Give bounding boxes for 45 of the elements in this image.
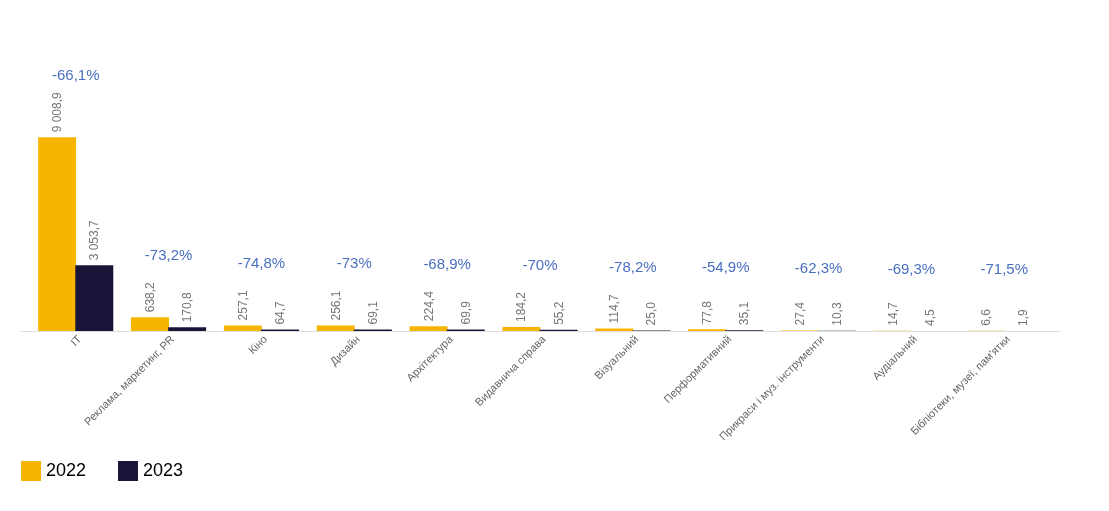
data-label: 3 053,7 (87, 219, 102, 261)
data-label: 184,2 (514, 291, 529, 323)
data-label: 256,1 (328, 290, 343, 321)
data-label: 638,2 (143, 281, 157, 313)
annotation: -62,3% (794, 259, 843, 277)
data-label: 9 008,9 (50, 91, 65, 133)
data-label: 69,9 (458, 300, 473, 325)
x-tick-label: Кіно (245, 332, 270, 357)
data-label: 27,4 (793, 301, 807, 326)
data-label: 77,8 (700, 300, 715, 325)
legend-label: 2023 (143, 460, 184, 480)
data-label: 1,9 (1015, 308, 1030, 326)
bar (131, 317, 169, 331)
annotation: -69,3% (887, 259, 936, 277)
data-label: 224,4 (421, 290, 436, 322)
data-label: 14,7 (885, 302, 900, 326)
data-label: 257,1 (235, 290, 250, 321)
data-label: 6,6 (978, 308, 993, 326)
data-label: 55,2 (551, 301, 566, 325)
data-label: 35,1 (737, 301, 752, 326)
data-label: 64,7 (273, 300, 287, 325)
data-label: 25,0 (644, 301, 659, 326)
annotation: -78,2% (609, 257, 657, 275)
bar (38, 137, 77, 331)
annotation: -71,5% (980, 259, 1029, 277)
annotation: -70% (522, 256, 558, 274)
data-label: 4,5 (923, 308, 937, 326)
bar (168, 327, 207, 331)
bar (223, 325, 262, 331)
x-tick-label: IT (68, 332, 84, 349)
data-label: 10,3 (830, 302, 845, 326)
annotation: -74,8% (237, 254, 286, 272)
data-label: 170,8 (180, 291, 195, 323)
annotation: -73,2% (144, 246, 193, 264)
legend-label: 2022 (46, 460, 87, 480)
annotation: -68,9% (423, 255, 471, 273)
data-label: 114,7 (607, 294, 622, 324)
text: -66,1% (51, 66, 100, 84)
data-label: 69,1 (365, 300, 380, 325)
bar (316, 325, 355, 331)
bar (409, 326, 448, 331)
bar (502, 327, 541, 331)
annotation: -54,9% (701, 258, 750, 276)
annotation: -73% (336, 254, 372, 272)
bar (75, 265, 114, 331)
